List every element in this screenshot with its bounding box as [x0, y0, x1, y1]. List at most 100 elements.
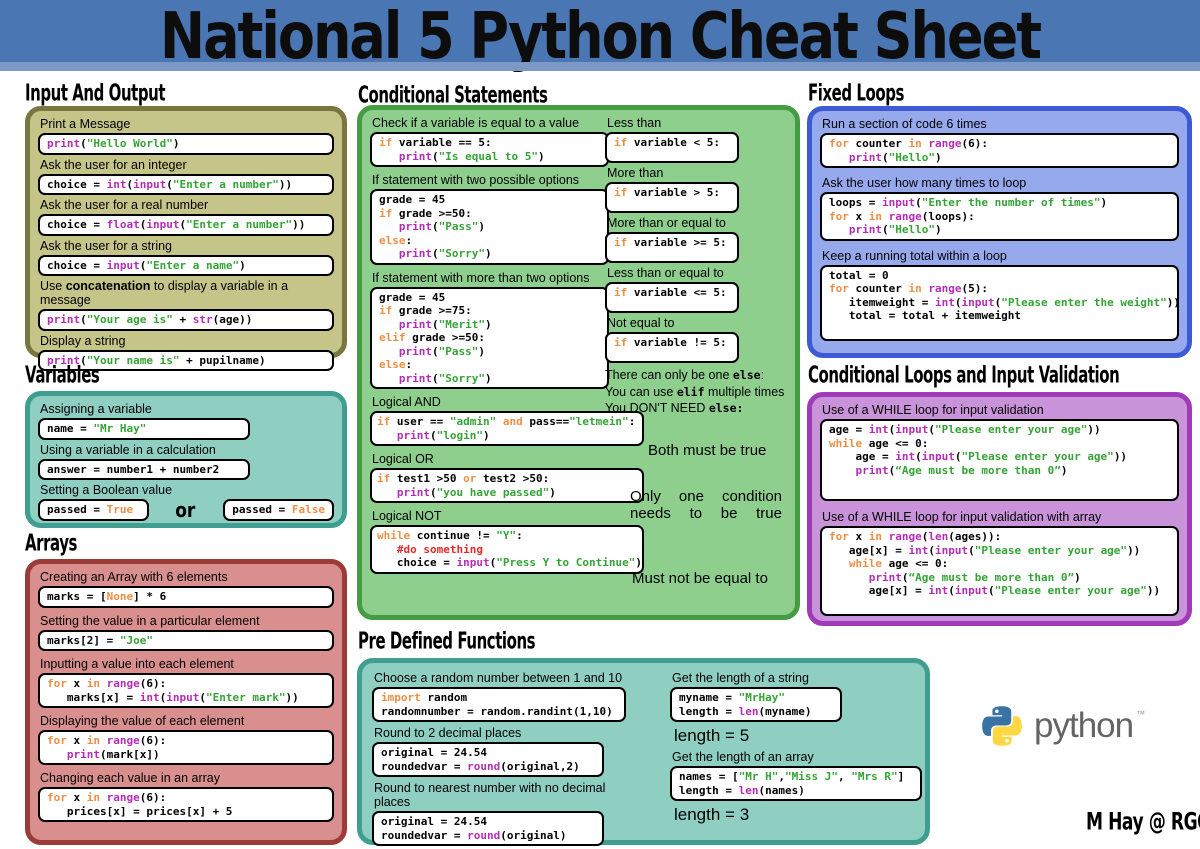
text-segment: roundedvar =	[381, 828, 468, 842]
text-segment: #do something	[396, 542, 483, 556]
text-segment: counter	[848, 282, 909, 295]
text-segment: You can use	[605, 384, 677, 399]
snippet-label: Use of a WHILE loop for input validation	[822, 403, 1179, 417]
snippet-label: Logical NOT	[372, 509, 650, 523]
text-segment: if	[614, 286, 628, 299]
text-segment: )	[549, 485, 556, 499]
text-segment: Display a string	[40, 333, 126, 348]
text-segment: itemweight =	[829, 295, 935, 309]
text-segment: Print a Message	[40, 117, 131, 131]
text-segment: randomnumber = random.randint(1,10)	[381, 704, 613, 718]
text-segment: More than or equal to	[607, 216, 726, 230]
code-line: print("Hello World")	[47, 137, 325, 151]
text-segment: (	[139, 218, 147, 231]
text-segment: for	[829, 209, 849, 223]
conditional-statements-panel: Check if a variable is equal to a value i…	[357, 105, 800, 620]
text-segment: Ask the user for a real number	[40, 198, 209, 212]
conditional-examples-column: Check if a variable is equal to a value i…	[370, 114, 650, 580]
text-segment: (original)	[500, 828, 567, 842]
text-segment: (	[159, 690, 167, 704]
text-segment: +	[172, 313, 193, 326]
text-segment: Run a section of code 6 times	[822, 117, 987, 131]
text-segment: in	[908, 282, 922, 295]
code-snippet: original = 24.54 roundedvar = round(origi…	[372, 811, 604, 846]
snippet-label: Check if a variable is equal to a value	[372, 116, 650, 130]
snippet-label: Setting a Boolean value	[40, 483, 334, 497]
text-segment: print	[398, 317, 432, 331]
text-segment: x	[66, 791, 87, 804]
code-line: for counter in range(6):	[829, 137, 1170, 151]
text-segment: + pupilname)	[179, 353, 266, 367]
text-segment: "Please enter the weight"	[1001, 295, 1167, 309]
code-line: print("you have passed")	[377, 486, 637, 500]
text-segment: print	[398, 247, 432, 260]
text-segment	[379, 318, 399, 331]
code-snippet: while continue != "Y": #do something cho…	[370, 525, 644, 574]
text-segment: int	[106, 177, 127, 191]
snippet-label: More than	[607, 166, 801, 180]
text-segment: "MrHay"	[738, 691, 785, 704]
text-segment: (	[432, 317, 439, 331]
text-segment: "Hello"	[888, 223, 935, 236]
comparison-items: Less than if variable < 5: More than if var…	[605, 116, 801, 363]
code-line: choice = input("Press Y to Continue")	[377, 556, 642, 570]
code-snippet: if variable > 5:	[605, 182, 739, 213]
fixed-loops-panel: Run a section of code 6 times for counter…	[807, 106, 1192, 358]
code-line: #do something	[377, 543, 637, 557]
code-line: print(mark[x])	[47, 748, 325, 762]
code-line: grade = 45	[379, 291, 600, 305]
text-segment	[379, 247, 399, 260]
snippet-label: Use of a WHILE loop for input validation…	[822, 510, 1179, 524]
example-item: Check if a variable is equal to a value i…	[370, 116, 650, 167]
code-snippet: for x in range(len(ages)): age[x] = int(…	[820, 526, 1179, 616]
snippet-label: Ask the user for a string	[40, 239, 334, 253]
text-segment: Use of a WHILE loop for input validation…	[822, 510, 1102, 524]
text-segment: (	[432, 220, 439, 233]
text-segment: )	[934, 223, 942, 236]
text-segment: Assigning a variable	[40, 402, 152, 416]
predef-right-column: Get the length of a string myname = "MrHa…	[670, 669, 928, 829]
section-title-variables: Variables	[25, 362, 100, 389]
example-item: Not equal to if variable != 5:	[605, 316, 801, 363]
example-item: More than or equal to if variable >= 5:	[605, 216, 801, 263]
code-line: print("Sorry")	[379, 372, 600, 386]
text-segment: (myname)	[758, 704, 812, 718]
text-segment: "Your name is"	[86, 353, 180, 367]
text-segment: "Merit"	[438, 317, 485, 331]
code-line: print("Sorry")	[379, 247, 600, 261]
text-segment: (	[954, 450, 962, 463]
text-segment: (	[179, 218, 187, 231]
text-segment: (age))	[212, 313, 253, 326]
text-segment: round	[467, 759, 501, 773]
snippet-label: Displaying the value of each element	[40, 714, 334, 728]
text-segment: "Please enter your age"	[994, 584, 1147, 597]
code-line: for x in range(6):	[47, 791, 325, 805]
code-line: if grade >=50:	[379, 207, 600, 221]
text-segment: )	[482, 428, 490, 442]
snippet-label: If statement with more than two options	[372, 271, 650, 285]
text-segment: (loops):	[921, 209, 975, 223]
text-segment: Displaying the value of each element	[40, 714, 245, 728]
snippet-label: Creating an Array with 6 elements	[40, 570, 334, 584]
code-line: marks[2] = "Joe"	[47, 634, 325, 648]
code-snippet: choice = int(input("Enter a number"))	[38, 173, 334, 195]
text-segment	[882, 210, 889, 223]
text-segment: Get the length of an array	[672, 750, 814, 764]
text-segment: ))	[292, 218, 306, 231]
text-segment: test1 >50	[390, 472, 464, 485]
code-line: name = "Mr Hay"	[47, 422, 241, 436]
code-snippet: choice = input("Enter a name")	[38, 254, 334, 276]
text-segment: )	[537, 149, 545, 163]
text-segment: if	[614, 236, 628, 249]
code-snippet: print("Your name is" + pupilname)	[38, 349, 334, 371]
text-segment: float	[106, 218, 140, 231]
text-segment: )	[484, 247, 492, 260]
code-snippet: import random randomnumber = random.randi…	[372, 687, 626, 722]
text-segment: "Press Y to Continue"	[496, 556, 636, 569]
text-segment: int	[868, 423, 889, 436]
text-segment: ))	[1166, 295, 1181, 309]
example-item: Setting the value in a particular elemen…	[38, 614, 334, 651]
code-line: elif grade >=50:	[379, 331, 600, 345]
text-segment	[496, 415, 503, 428]
